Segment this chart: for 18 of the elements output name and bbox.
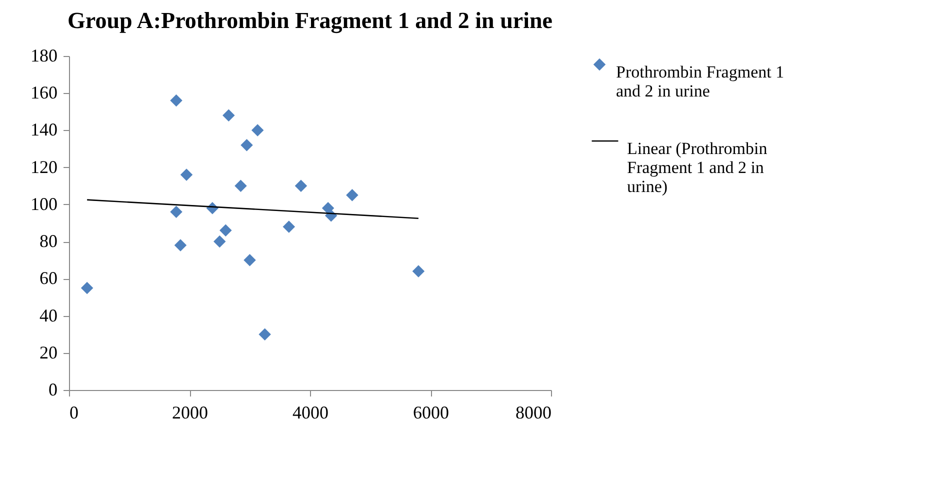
y-tick-label: 180 — [30, 46, 58, 66]
y-tick-label: 80 — [40, 231, 58, 252]
x-tick-label: 6000 — [413, 402, 449, 422]
x-tick-label: 2000 — [172, 402, 208, 422]
y-tick-label: 100 — [30, 194, 58, 214]
y-tick-label: 20 — [40, 342, 58, 362]
x-tick-label: 8000 — [516, 402, 552, 422]
x-tick-label: 4000 — [292, 402, 328, 422]
x-tick-label: 0 — [70, 402, 78, 422]
y-tick-label: 40 — [40, 305, 58, 326]
y-tick-label: 120 — [30, 156, 58, 177]
legend-label: Linear (Prothrombin Fragment 1 and 2 in urine) — [627, 139, 768, 196]
y-tick-label: 160 — [30, 82, 58, 103]
y-tick-label: 140 — [30, 120, 58, 140]
y-tick-label: 0 — [48, 380, 58, 400]
y-tick-label: 60 — [40, 268, 58, 288]
chart-title: Group A:Prothrombin Fragment 1 and 2 in urine — [68, 8, 552, 34]
legend-label: Prothrombin Fragment 1 and 2 in urine — [616, 62, 784, 100]
